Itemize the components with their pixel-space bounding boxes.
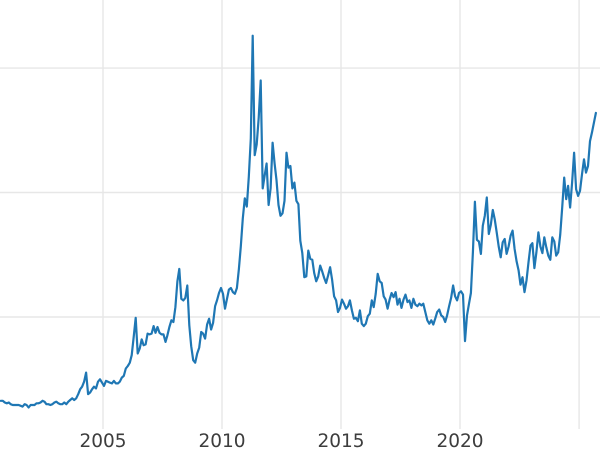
x-tick-label: 2005 <box>79 431 126 450</box>
gridlines <box>0 0 600 429</box>
x-tick-label: 2010 <box>198 431 245 450</box>
x-tick-label: 2015 <box>317 431 364 450</box>
data-line <box>0 34 597 409</box>
x-tick-label: 2020 <box>436 431 483 450</box>
x-tick-labels: 2005 2010 2015 2020 <box>79 431 483 450</box>
